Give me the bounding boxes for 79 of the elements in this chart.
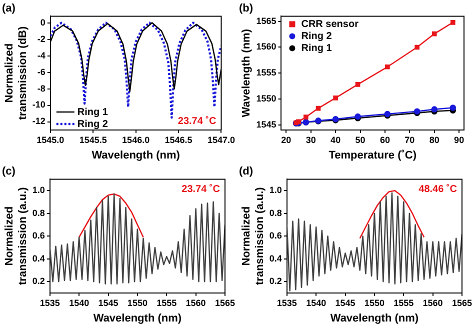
annotation: 23.74 ˚C <box>182 182 220 195</box>
legend-label: Ring 1 <box>77 106 108 118</box>
y-axis-title: Normalized transmission (dB) <box>4 26 29 120</box>
point <box>450 104 456 111</box>
point <box>385 64 390 70</box>
x-tick-label: 60 <box>380 134 390 145</box>
x-tick-label: 1535 <box>276 298 297 308</box>
x-tick-label: 1565 <box>452 298 472 308</box>
y-axis-title: Normalized transmission (a.u.) <box>240 186 266 285</box>
x-axis-title: Wavelength (nm) <box>93 312 182 324</box>
chart-title: (b) <box>239 2 254 15</box>
y-tick-label: -4 <box>37 50 46 60</box>
x-tick-label: 40 <box>330 134 341 145</box>
chart-title: (c) <box>2 166 16 178</box>
x-tick-label: 1546.5 <box>164 134 192 145</box>
y-tick-label: 1555 <box>256 68 276 78</box>
x-axis-title: Wavelength (nm) <box>92 149 180 162</box>
x-tick-label: 80 <box>429 134 440 145</box>
x-axis-title: Wavelength (nm) <box>330 312 419 324</box>
point <box>432 31 437 36</box>
y-tick-label: -6 <box>37 66 46 77</box>
x-tick-label: 1560 <box>186 298 206 308</box>
point <box>316 106 321 111</box>
point <box>304 114 308 120</box>
y-tick-label: 0.2 <box>32 276 45 286</box>
y-tick-label: 1550 <box>256 93 276 104</box>
x-tick-label: 90 <box>454 134 464 145</box>
point <box>355 82 360 87</box>
y-tick-label: 1.0 <box>269 185 282 196</box>
y-tick-label: -10 <box>32 100 46 110</box>
point <box>333 96 338 100</box>
x-tick-label: 50 <box>355 134 366 145</box>
y-tick-label: -8 <box>37 83 46 94</box>
x-tick-label: 70 <box>404 134 415 145</box>
y-tick-label: 1.0 <box>32 185 45 196</box>
annotation: 23.74 ˚C <box>178 114 216 127</box>
legend-label: Ring 1 <box>301 42 332 54</box>
point <box>431 106 438 112</box>
y-tick-label: -2 <box>37 34 46 44</box>
y-tick-label: 1545 <box>256 119 276 130</box>
y-tick-label: 1565 <box>256 16 276 26</box>
x-tick-label: 20 <box>281 134 292 145</box>
x-tick-label: 1545.0 <box>36 134 64 145</box>
y-tick-label: -12 <box>32 116 46 126</box>
x-tick-label: 1565 <box>214 298 236 308</box>
chart-title: (d) <box>239 166 254 178</box>
y-tick-label: 1560 <box>256 42 276 52</box>
y-tick-label: 0.8 <box>269 208 282 218</box>
y-tick-label: 0 <box>40 17 46 28</box>
x-tick-label: 1540 <box>69 298 90 308</box>
y-tick-label: 0.4 <box>269 253 282 264</box>
x-tick-label: 1545.5 <box>79 134 107 145</box>
annotation: 48.46 ˚C <box>418 182 457 195</box>
x-tick-label: 1535 <box>40 298 60 308</box>
y-tick-label: 0.6 <box>32 230 45 241</box>
x-tick-label: 1560 <box>422 298 443 308</box>
x-tick-label: 30 <box>306 134 316 145</box>
x-tick-label: 1540 <box>306 298 326 308</box>
x-tick-label: 1555 <box>394 298 414 308</box>
x-tick-label: 1550 <box>127 298 148 308</box>
legend-label: CRR sensor <box>301 18 359 30</box>
x-axis-title: Temperature (˚C) <box>328 149 417 162</box>
x-tick-label: 1547.0 <box>207 134 235 145</box>
x-tick-label: 1555 <box>156 298 177 308</box>
legend-label: Ring 2 <box>301 30 332 42</box>
x-tick-label: 1545 <box>98 298 118 308</box>
y-axis-title: Normalized transmission (a.u.) <box>4 186 29 285</box>
point <box>450 20 456 25</box>
y-tick-label: 0.2 <box>269 276 282 286</box>
y-tick-label: 0.8 <box>32 208 45 218</box>
y-tick-label: 0.6 <box>269 230 282 241</box>
x-tick-label: 1546.0 <box>122 134 150 145</box>
y-axis-title: Wavelength (nm) <box>240 28 253 118</box>
y-tick-label: 0.4 <box>32 253 45 264</box>
x-tick-label: 1550 <box>364 298 384 308</box>
x-tick-label: 1545 <box>335 298 356 308</box>
legend-label: Ring 2 <box>77 118 108 130</box>
point <box>414 44 420 50</box>
chart-title: (a) <box>2 2 16 15</box>
